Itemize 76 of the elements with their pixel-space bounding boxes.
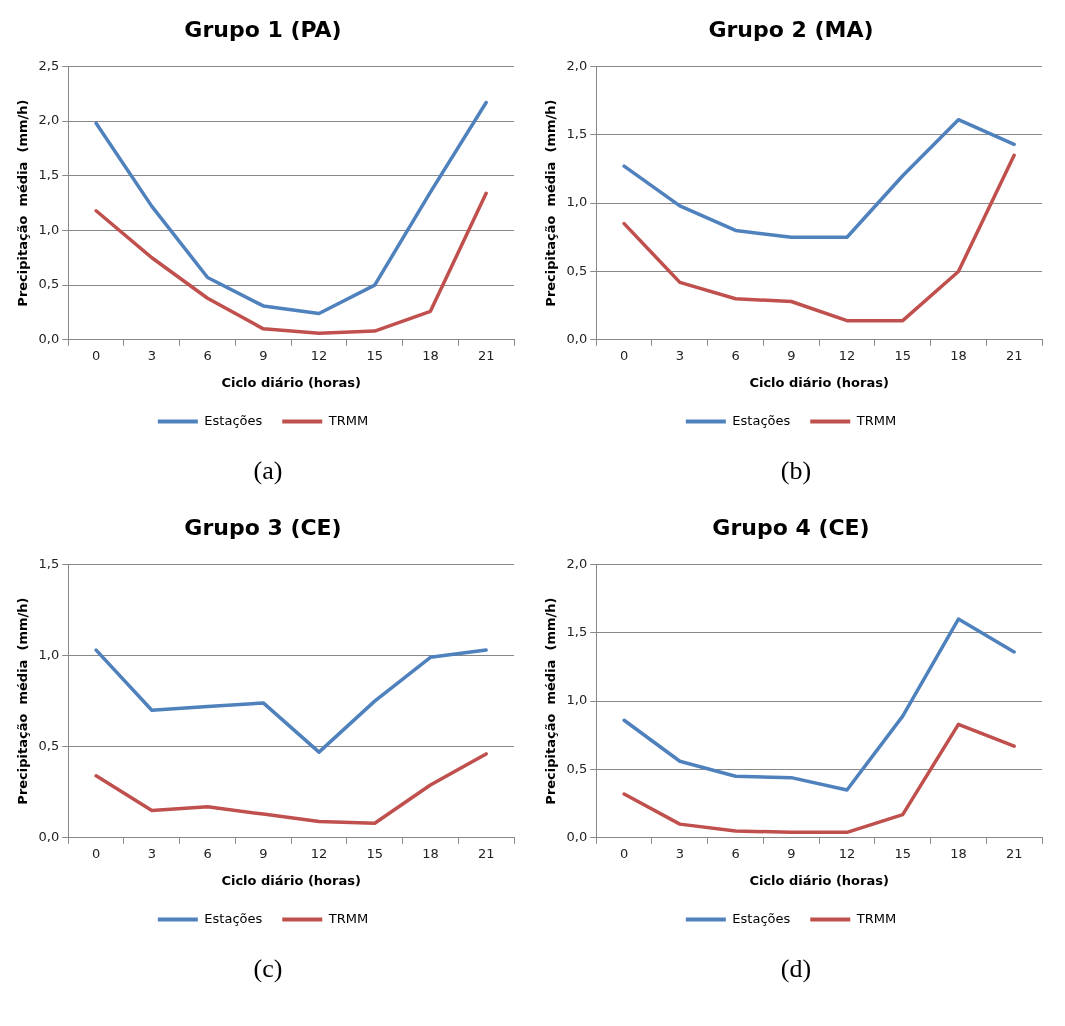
legend-label: Estações [732, 910, 791, 926]
x-tick-label: 9 [787, 845, 796, 861]
text: (d) [779, 954, 813, 984]
x-tick-label: 3 [147, 347, 156, 363]
y-tick-label: 1,5 [566, 624, 588, 640]
x-axis-title: Ciclo diário (horas) [749, 374, 889, 390]
x-tick-label: 18 [950, 347, 967, 363]
y-tick-label: 2,0 [566, 57, 588, 73]
x-tick-label: 15 [894, 845, 911, 861]
y-axis-title: Precipitação média (mm/h) [15, 99, 31, 307]
x-tick-label: 12 [310, 845, 328, 861]
legend-label: TRMM [327, 910, 369, 926]
x-tick-label: 6 [203, 845, 212, 861]
x-tick-label: 21 [1005, 347, 1023, 363]
x-tick-label: 18 [422, 347, 439, 363]
y-tick-label: 0,5 [38, 276, 60, 292]
legend-label: TRMM [327, 412, 369, 428]
x-tick-label: 3 [675, 845, 684, 861]
y-axis-title: Precipitação média (mm/h) [15, 597, 31, 805]
x-tick-label: 12 [310, 347, 328, 363]
legend-label: TRMM [855, 910, 897, 926]
y-tick-label: 0,0 [566, 829, 588, 845]
x-tick-label: 12 [838, 845, 856, 861]
legend-label: TRMM [855, 412, 897, 428]
y-tick-label: 1,5 [38, 167, 60, 183]
y-tick-label: 2,5 [38, 57, 60, 73]
y-tick-label: 1,0 [566, 692, 588, 708]
x-tick-label: 15 [894, 347, 911, 363]
x-tick-label: 3 [675, 347, 684, 363]
y-tick-label: 1,5 [566, 126, 588, 142]
x-tick-label: 6 [731, 845, 740, 861]
x-tick-label: 0 [91, 347, 101, 363]
x-axis-title: Ciclo diário (horas) [221, 872, 361, 888]
legend-label: Estações [732, 412, 791, 428]
text: (a) [252, 456, 284, 486]
y-tick-label: 2,0 [38, 112, 60, 128]
y-axis-title: Precipitação média (mm/h) [543, 99, 559, 307]
legend-label: Estações [204, 910, 263, 926]
x-tick-label: 21 [1005, 845, 1023, 861]
chart-title: Grupo 3 (CE) [184, 514, 342, 540]
x-tick-label: 9 [259, 845, 268, 861]
y-tick-label: 2,0 [566, 555, 588, 571]
y-tick-label: 1,5 [38, 555, 60, 571]
x-tick-label: 18 [950, 845, 967, 861]
y-tick-label: 0,5 [38, 738, 60, 754]
x-tick-label: 12 [838, 347, 856, 363]
x-tick-label: 0 [619, 845, 629, 861]
x-tick-label: 15 [366, 347, 383, 363]
x-tick-label: 6 [203, 347, 212, 363]
x-tick-label: 9 [259, 347, 268, 363]
y-tick-label: 0,0 [38, 829, 60, 845]
chart-title: Grupo 2 (MA) [708, 16, 874, 42]
x-tick-label: 0 [619, 347, 629, 363]
y-tick-label: 0,5 [566, 262, 588, 278]
x-tick-label: 21 [477, 347, 495, 363]
y-axis-title: Precipitação média (mm/h) [543, 597, 559, 805]
x-tick-label: 6 [731, 347, 740, 363]
x-tick-label: 3 [147, 845, 156, 861]
x-axis-title: Ciclo diário (horas) [221, 374, 361, 390]
legend-label: Estações [204, 412, 263, 428]
y-tick-label: 1,0 [38, 221, 60, 237]
x-tick-label: 21 [477, 845, 495, 861]
y-tick-label: 0,5 [566, 760, 588, 776]
x-tick-label: 15 [366, 845, 383, 861]
x-tick-label: 9 [787, 347, 796, 363]
y-tick-label: 0,0 [38, 331, 60, 347]
y-tick-label: 1,0 [38, 646, 60, 662]
text: (c) [252, 954, 284, 984]
y-tick-label: 1,0 [566, 194, 588, 210]
chart-title: Grupo 4 (CE) [712, 514, 870, 540]
x-axis-title: Ciclo diário (horas) [749, 872, 889, 888]
x-tick-label: 18 [422, 845, 439, 861]
x-tick-label: 0 [91, 845, 101, 861]
chart-title: Grupo 1 (PA) [184, 16, 342, 42]
y-tick-label: 0,0 [566, 331, 588, 347]
text: (b) [779, 456, 813, 486]
